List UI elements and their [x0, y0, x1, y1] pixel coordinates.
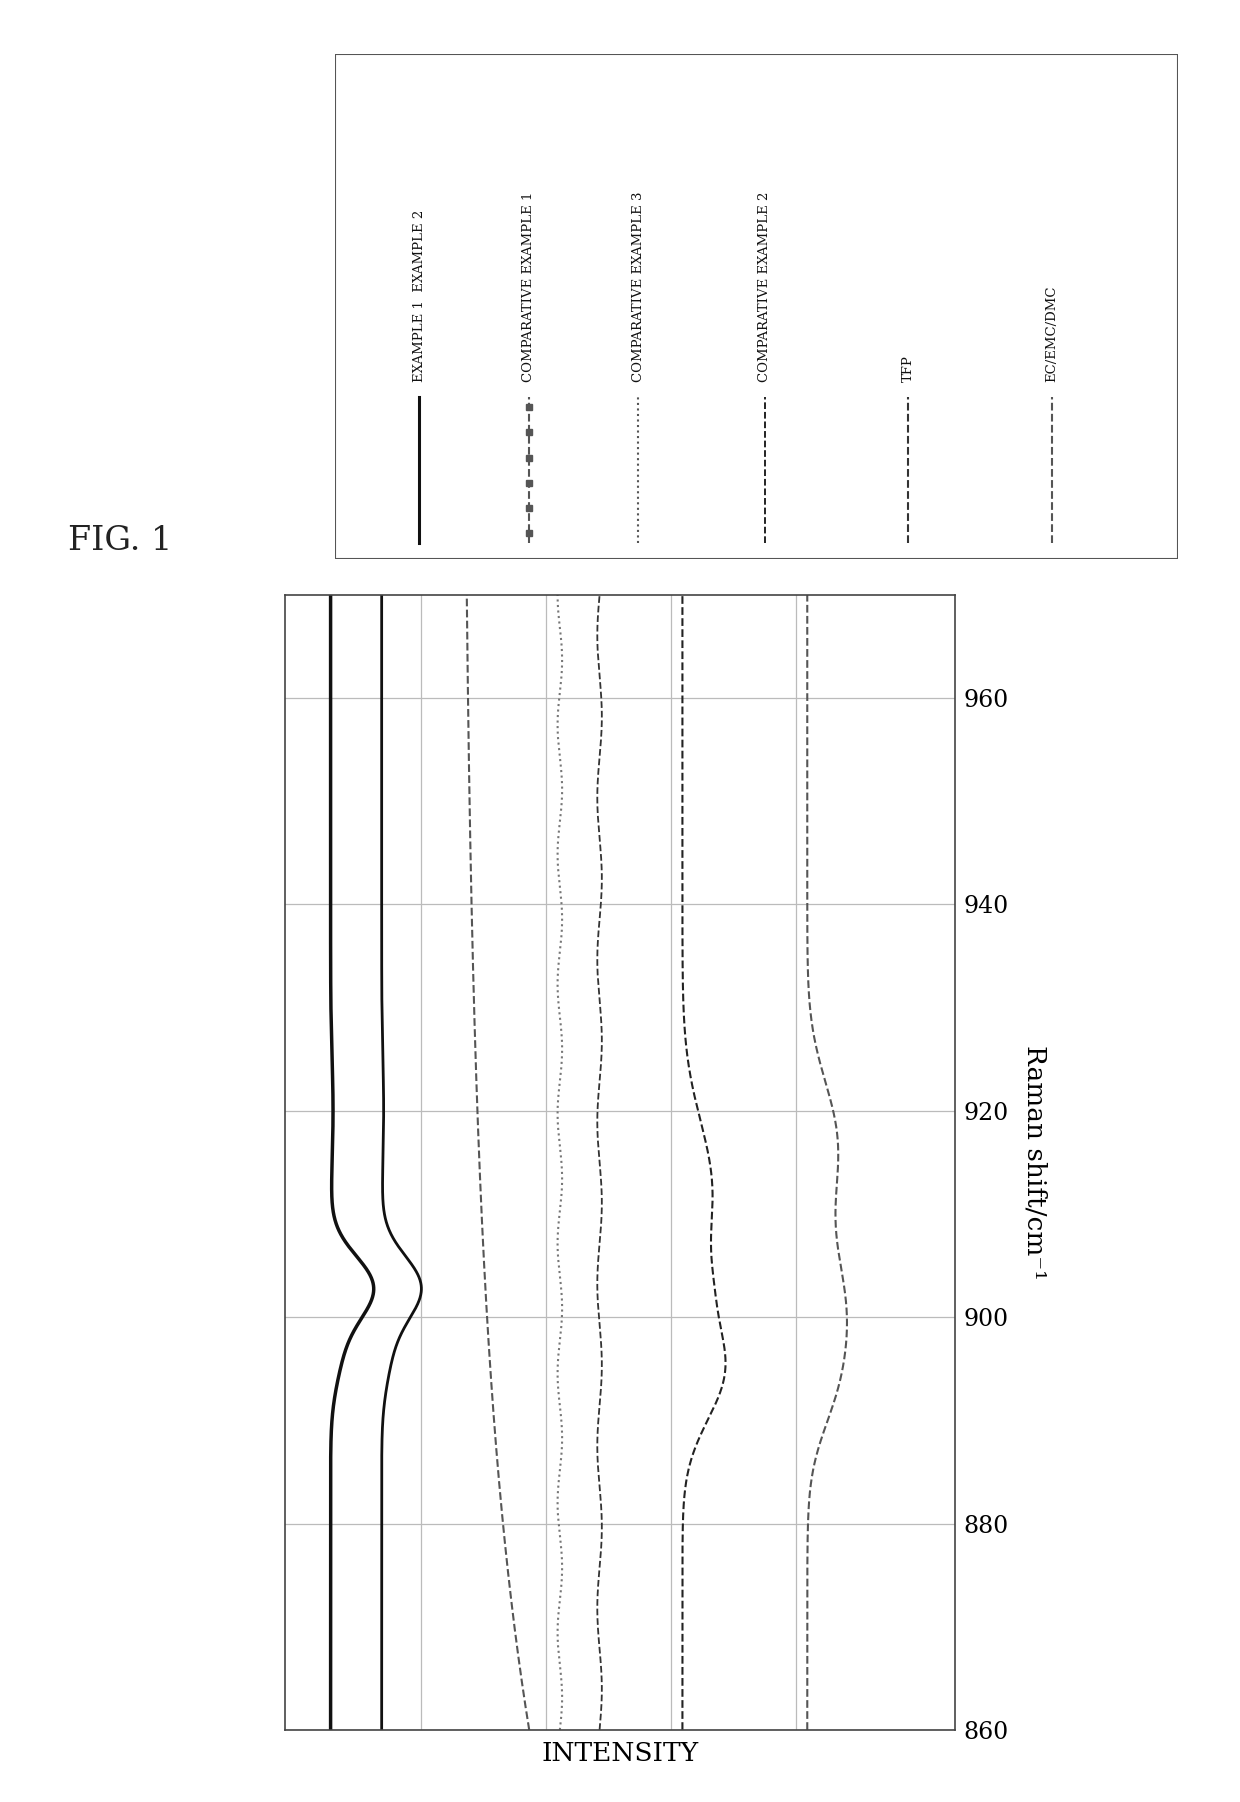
- Text: COMPARATIVE EXAMPLE 3: COMPARATIVE EXAMPLE 3: [632, 191, 645, 382]
- X-axis label: INTENSITY: INTENSITY: [542, 1741, 698, 1766]
- Text: COMPARATIVE EXAMPLE 1: COMPARATIVE EXAMPLE 1: [522, 191, 536, 382]
- Y-axis label: Raman shift/cm⁻¹: Raman shift/cm⁻¹: [1022, 1045, 1048, 1279]
- Text: FIG. 1: FIG. 1: [68, 524, 172, 557]
- Text: TFP: TFP: [901, 355, 915, 382]
- Text: EC/EMC/DMC: EC/EMC/DMC: [1045, 285, 1058, 382]
- Text: COMPARATIVE EXAMPLE 2: COMPARATIVE EXAMPLE 2: [759, 191, 771, 382]
- Text: EXAMPLE 1  EXAMPLE 2: EXAMPLE 1 EXAMPLE 2: [413, 209, 425, 382]
